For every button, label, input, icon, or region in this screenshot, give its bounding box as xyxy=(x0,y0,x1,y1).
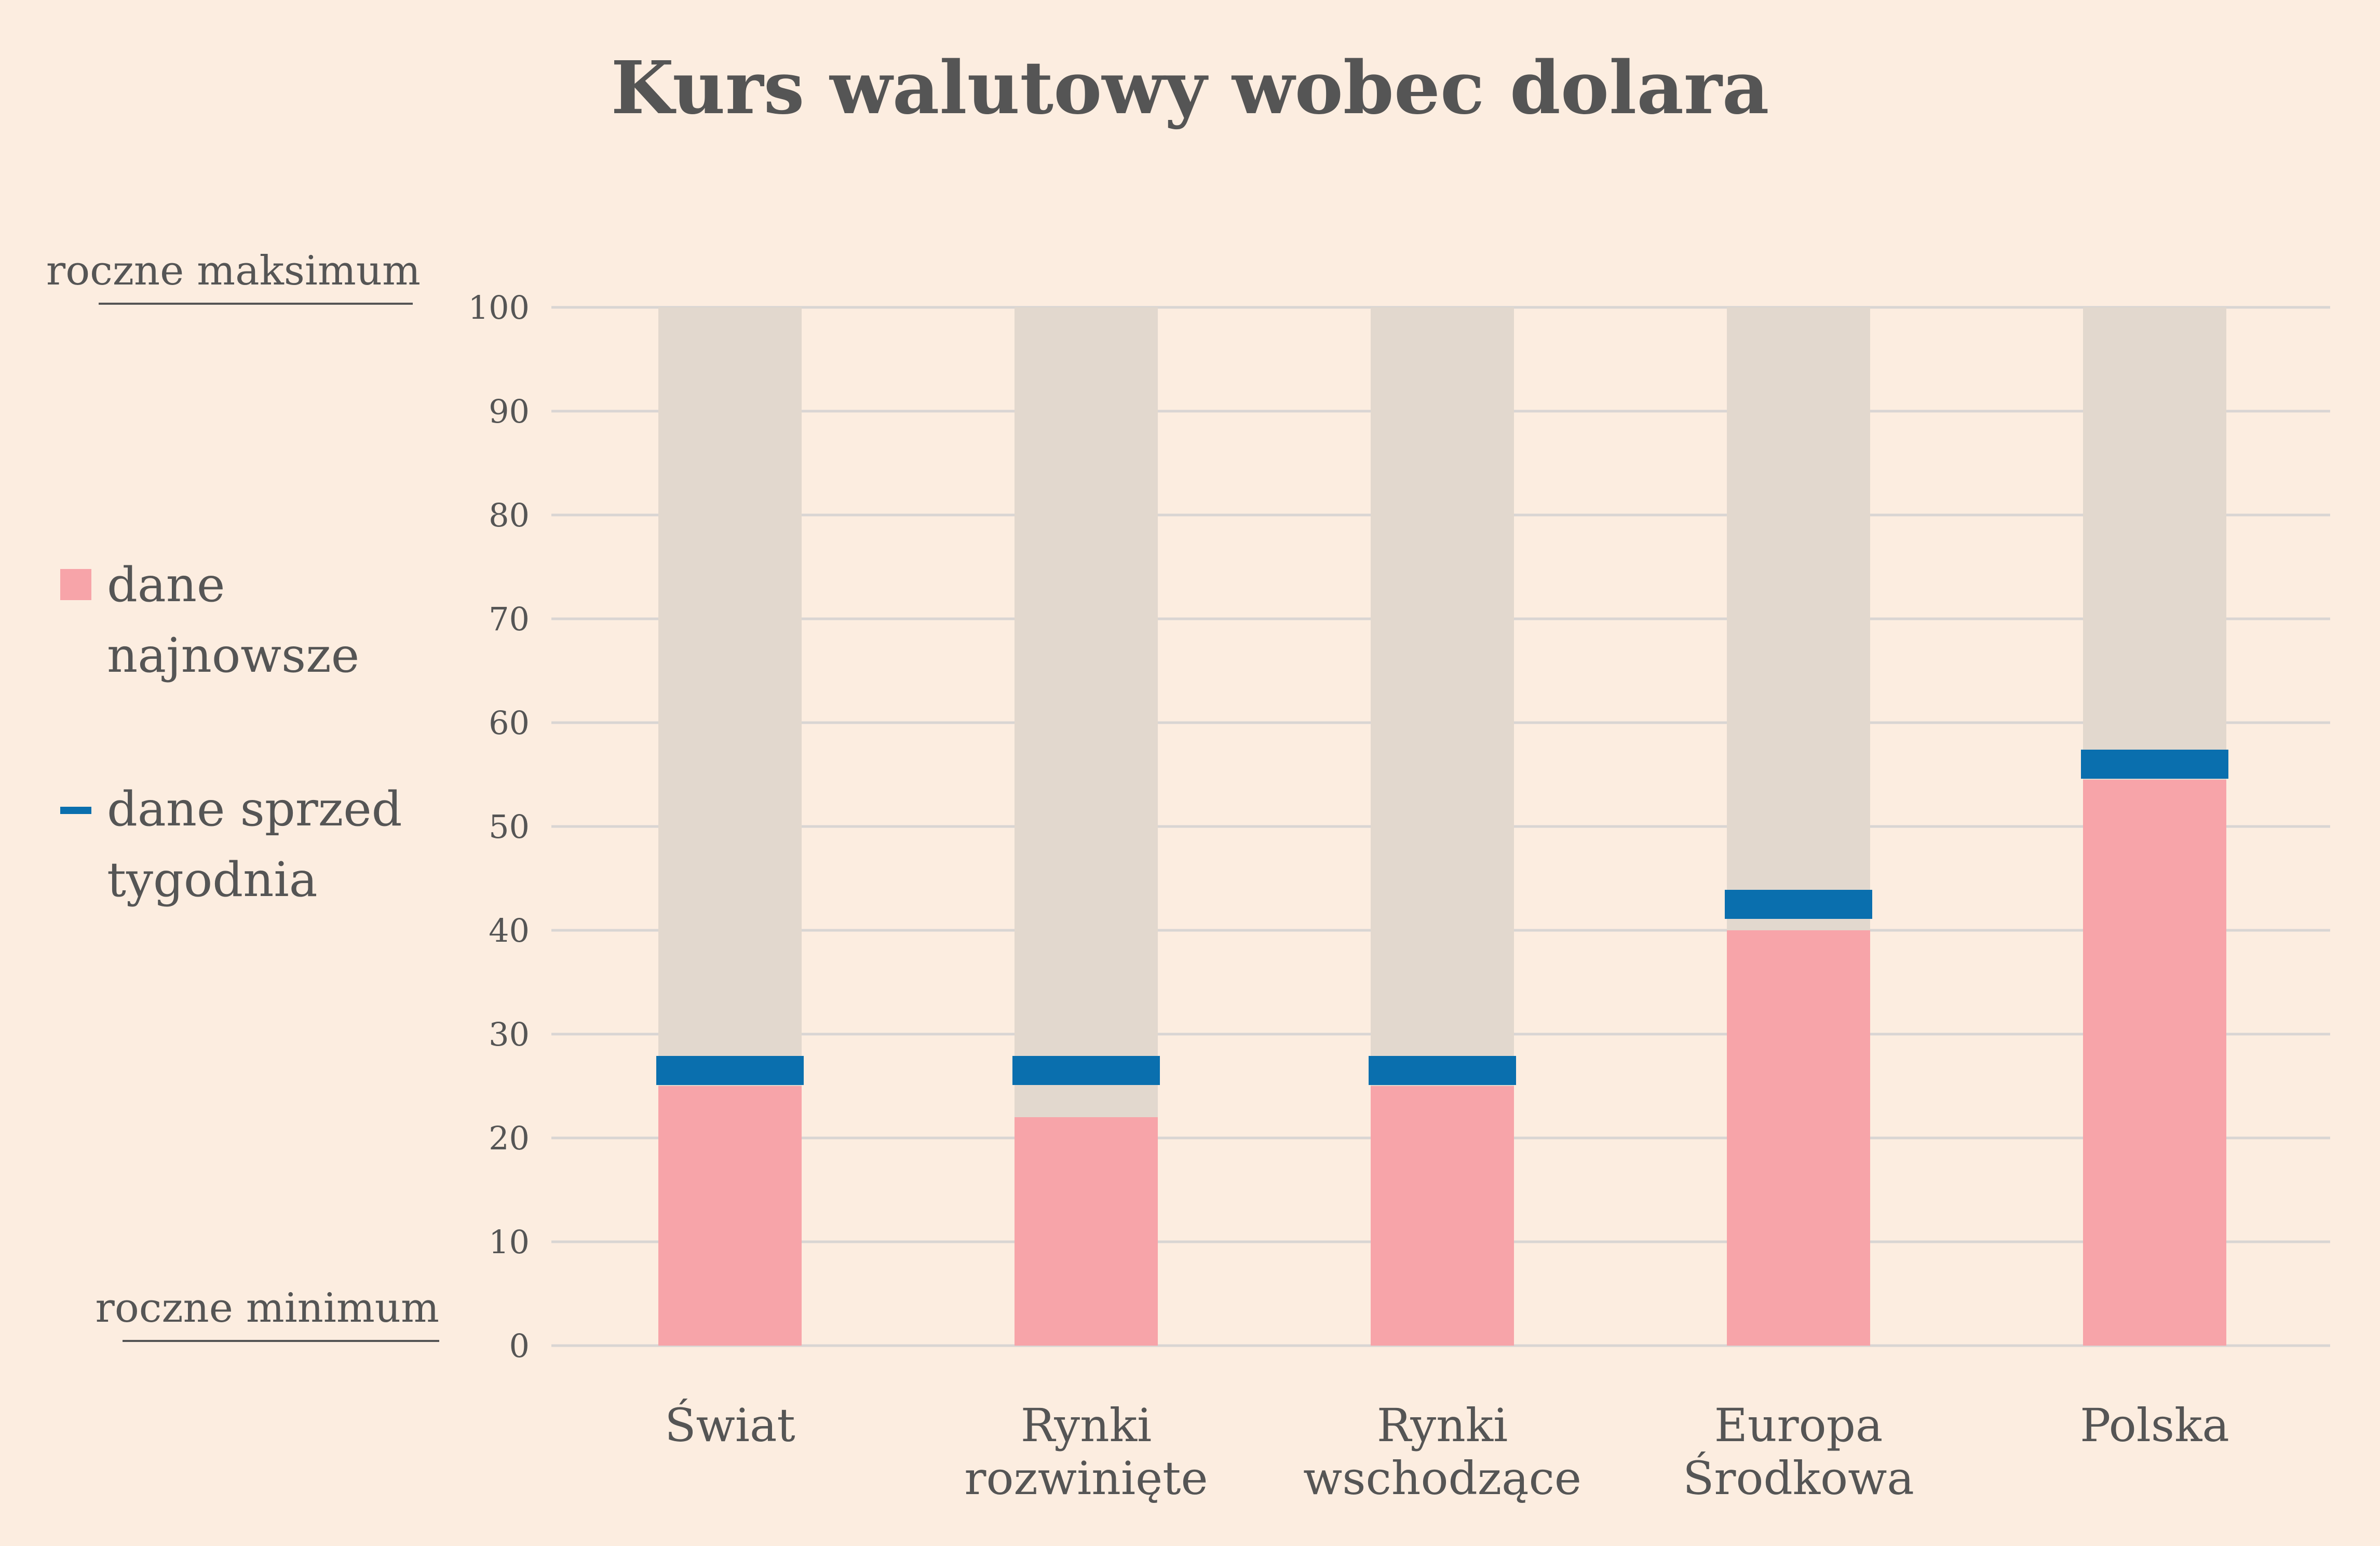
y-tick-labels: 0 10 20 30 40 50 60 70 80 90 100 xyxy=(468,289,530,1365)
category-label-line: wschodzące xyxy=(1303,1452,1581,1505)
y-max-label: roczne maksimum xyxy=(46,248,421,294)
chart-title: Kurs walutowy wobec dolara xyxy=(611,46,1769,131)
legend-label-line: tygodnia xyxy=(107,852,318,907)
latest-bar xyxy=(2083,780,2226,1346)
category-label-line: rozwinięte xyxy=(964,1452,1208,1505)
legend-label: dane sprzed tygodnia xyxy=(107,781,402,907)
category-label-line: Polska xyxy=(2080,1399,2229,1452)
week-ago-marker xyxy=(2081,750,2228,779)
y-tick-label: 50 xyxy=(489,808,530,846)
category-label: Świat xyxy=(665,1398,795,1452)
week-ago-marker xyxy=(1369,1056,1516,1085)
y-tick-label: 40 xyxy=(489,912,530,950)
latest-bar xyxy=(1015,1117,1158,1346)
week-ago-marker xyxy=(1725,890,1872,919)
y-tick-label: 100 xyxy=(468,289,530,327)
latest-bar xyxy=(1371,1086,1514,1346)
category-label-line: Rynki xyxy=(1377,1399,1508,1452)
y-tick-label: 10 xyxy=(489,1223,530,1261)
y-tick-label: 30 xyxy=(489,1015,530,1053)
y-tick-label: 60 xyxy=(489,704,530,742)
y-tick-label: 20 xyxy=(489,1119,530,1157)
y-tick-label: 90 xyxy=(489,392,530,430)
y-min-label: roczne minimum xyxy=(96,1285,439,1332)
category-label-line: Środkowa xyxy=(1683,1451,1914,1505)
latest-bar xyxy=(1727,930,1870,1346)
category-label-line: Europa xyxy=(1714,1399,1883,1452)
week-ago-markers xyxy=(656,750,2228,1085)
legend-label: dane najnowsze xyxy=(107,557,359,683)
y-tick-label: 80 xyxy=(489,496,530,534)
legend-swatch-latest xyxy=(60,569,91,600)
y-tick-label: 0 xyxy=(509,1327,530,1365)
legend: dane najnowsze dane sprzed tygodnia xyxy=(60,557,402,907)
category-label: Rynki rozwinięte xyxy=(964,1399,1208,1505)
week-ago-marker xyxy=(656,1056,804,1085)
category-label-line: Rynki xyxy=(1021,1399,1152,1452)
legend-label-line: dane xyxy=(107,557,225,613)
week-ago-marker xyxy=(1012,1056,1160,1085)
y-tick-label: 70 xyxy=(489,600,530,638)
legend-label-line: dane sprzed xyxy=(107,781,402,837)
category-label: Europa Środkowa xyxy=(1683,1399,1914,1505)
axis-notes: roczne maksimum roczne minimum xyxy=(46,248,439,1342)
legend-label-line: najnowsze xyxy=(107,628,359,683)
category-label: Rynki wschodzące xyxy=(1303,1399,1581,1505)
latest-bars xyxy=(658,780,2226,1346)
category-label-line: Świat xyxy=(665,1398,795,1452)
legend-swatch-week-ago xyxy=(60,807,91,814)
latest-bar xyxy=(658,1086,802,1346)
category-label: Polska xyxy=(2080,1399,2229,1452)
